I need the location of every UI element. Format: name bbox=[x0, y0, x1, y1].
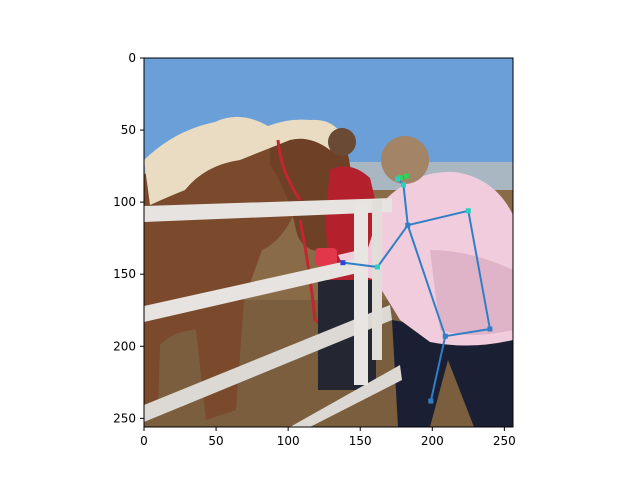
skeleton-bone bbox=[407, 209, 469, 227]
keypoint-eye-left bbox=[398, 175, 404, 181]
skeleton-bone bbox=[467, 210, 491, 330]
fence-rail-2 bbox=[144, 258, 362, 322]
woman-jacket-shadow bbox=[430, 250, 513, 335]
skeleton-bone bbox=[406, 224, 447, 337]
keypoint-eye-right bbox=[403, 173, 409, 179]
keypoint-knee-left bbox=[428, 398, 434, 404]
keypoint-wrist-left bbox=[340, 260, 346, 266]
keypoint-hip-left bbox=[442, 333, 448, 339]
y-tick-label: 0 bbox=[128, 51, 136, 65]
x-tick-label: 200 bbox=[421, 434, 444, 448]
fence-post bbox=[354, 205, 368, 385]
photo-image bbox=[144, 58, 513, 427]
woman-pants bbox=[392, 320, 513, 427]
skeleton-bone bbox=[376, 224, 409, 268]
keypoint-shoulder-right bbox=[465, 208, 471, 214]
keypoint-nose bbox=[395, 176, 401, 182]
skeleton-bone bbox=[445, 327, 491, 338]
fence-rail-top bbox=[144, 198, 392, 222]
y-tick-label: 200 bbox=[113, 339, 136, 353]
x-axis: 0 50 100 150 200 250 bbox=[140, 427, 516, 448]
fence-rail-3 bbox=[144, 305, 392, 422]
y-tick-label: 250 bbox=[113, 411, 136, 425]
horse-mane bbox=[144, 116, 345, 205]
woman-hair bbox=[381, 136, 429, 184]
y-tick-label: 100 bbox=[113, 195, 136, 209]
pose-skeleton bbox=[340, 173, 493, 404]
y-axis: 0 50 100 150 200 250 bbox=[113, 51, 144, 425]
x-tick-label: 100 bbox=[277, 434, 300, 448]
x-tick-label: 250 bbox=[493, 434, 516, 448]
x-tick-label: 0 bbox=[140, 434, 148, 448]
keypoint-neck-top bbox=[400, 182, 406, 188]
skeleton-bone bbox=[402, 184, 409, 226]
y-tick-label: 150 bbox=[113, 267, 136, 281]
red-glove bbox=[315, 248, 337, 266]
skeleton-bone bbox=[342, 261, 378, 268]
keypoint-shoulder-left bbox=[405, 222, 411, 228]
y-tick-label: 50 bbox=[121, 123, 136, 137]
fence-rail-4 bbox=[290, 365, 402, 427]
keypoint-hip-right bbox=[487, 326, 493, 332]
keypoint-elbow-left bbox=[375, 264, 381, 270]
fence bbox=[144, 198, 402, 427]
axes-frame bbox=[143, 57, 514, 428]
x-tick-label: 150 bbox=[349, 434, 372, 448]
fence-post-far bbox=[372, 200, 382, 360]
skeleton-bone bbox=[429, 335, 447, 402]
person-red-head bbox=[328, 128, 356, 156]
x-tick-label: 50 bbox=[208, 434, 223, 448]
